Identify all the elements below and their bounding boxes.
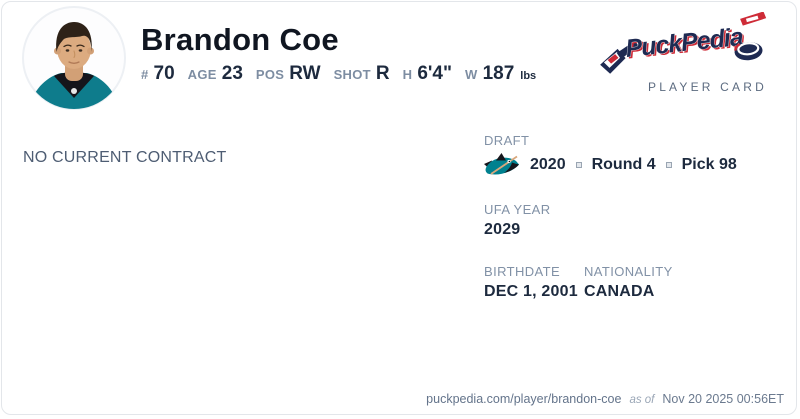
stat-value: R xyxy=(375,63,390,85)
stat-label: AGE xyxy=(187,67,217,83)
stat-label: H xyxy=(402,67,413,83)
draft-round: Round 4 xyxy=(591,156,656,173)
stat-value: 70 xyxy=(153,63,175,85)
player-details-column: DRAFT 2020 Round 4 P xyxy=(484,133,784,301)
ufa-year-label: UFA YEAR xyxy=(484,202,551,217)
contract-status: NO CURRENT CONTRACT xyxy=(23,149,227,166)
draft-year: 2020 xyxy=(530,156,566,173)
san-jose-sharks-logo xyxy=(484,152,521,178)
separator-square-icon xyxy=(665,162,672,168)
player-avatar xyxy=(21,5,127,111)
stat-shot: SHOT R xyxy=(334,63,390,85)
player-stats-row: # 70 AGE 23 POS RW SHOT R H 6'4" W 187 xyxy=(141,63,536,85)
stat-value: 6'4" xyxy=(417,63,452,85)
stat-value: 187 xyxy=(482,63,515,85)
footer: puckpedia.com/player/brandon-coe as of N… xyxy=(426,392,784,406)
stat-position: POS RW xyxy=(256,63,321,85)
stat-label: POS xyxy=(255,67,285,83)
stat-label: W xyxy=(464,67,478,83)
stat-value: 23 xyxy=(221,63,243,85)
nationality-label: NATIONALITY xyxy=(584,264,673,279)
ufa-year-section: UFA YEAR 2029 xyxy=(484,202,784,239)
card-type-label: PLAYER CARD xyxy=(647,80,767,94)
stat-label: # xyxy=(141,67,149,83)
player-page-url: puckpedia.com/player/brandon-coe xyxy=(426,392,622,406)
player-name: Brandon Coe xyxy=(141,22,339,57)
stat-unit: lbs xyxy=(520,70,537,83)
nationality-section: NATIONALITY CANADA xyxy=(584,264,673,301)
stat-number: # 70 xyxy=(141,63,175,85)
birthdate-value: DEC 1, 2001 xyxy=(484,283,578,300)
stat-age: AGE 23 xyxy=(188,63,243,85)
draft-info-row: 2020 Round 4 Pick 98 xyxy=(484,152,784,178)
draft-section: DRAFT 2020 Round 4 P xyxy=(484,133,784,178)
brand-block: PuckPedia PuckPedia PLAYER CARD xyxy=(596,11,770,94)
ufa-year-value: 2029 xyxy=(484,221,521,238)
draft-label: DRAFT xyxy=(484,133,530,148)
snapshot-timestamp: Nov 20 2025 00:56ET xyxy=(662,392,784,406)
as-of-label: as of xyxy=(629,394,655,406)
stat-height: H 6'4" xyxy=(403,63,452,85)
nationality-value: CANADA xyxy=(584,283,655,300)
birth-nationality-row: BIRTHDATE DEC 1, 2001 NATIONALITY CANADA xyxy=(484,264,784,301)
stat-label: SHOT xyxy=(333,67,371,83)
birthdate-section: BIRTHDATE DEC 1, 2001 xyxy=(484,264,584,301)
stat-weight: W 187 lbs xyxy=(465,63,536,85)
puckpedia-logo: PuckPedia PuckPedia xyxy=(600,11,767,74)
player-headshot-image xyxy=(22,6,126,110)
draft-pick: Pick 98 xyxy=(681,156,737,173)
stat-value: RW xyxy=(289,63,321,85)
separator-square-icon xyxy=(575,162,582,168)
birthdate-label: BIRTHDATE xyxy=(484,264,561,279)
